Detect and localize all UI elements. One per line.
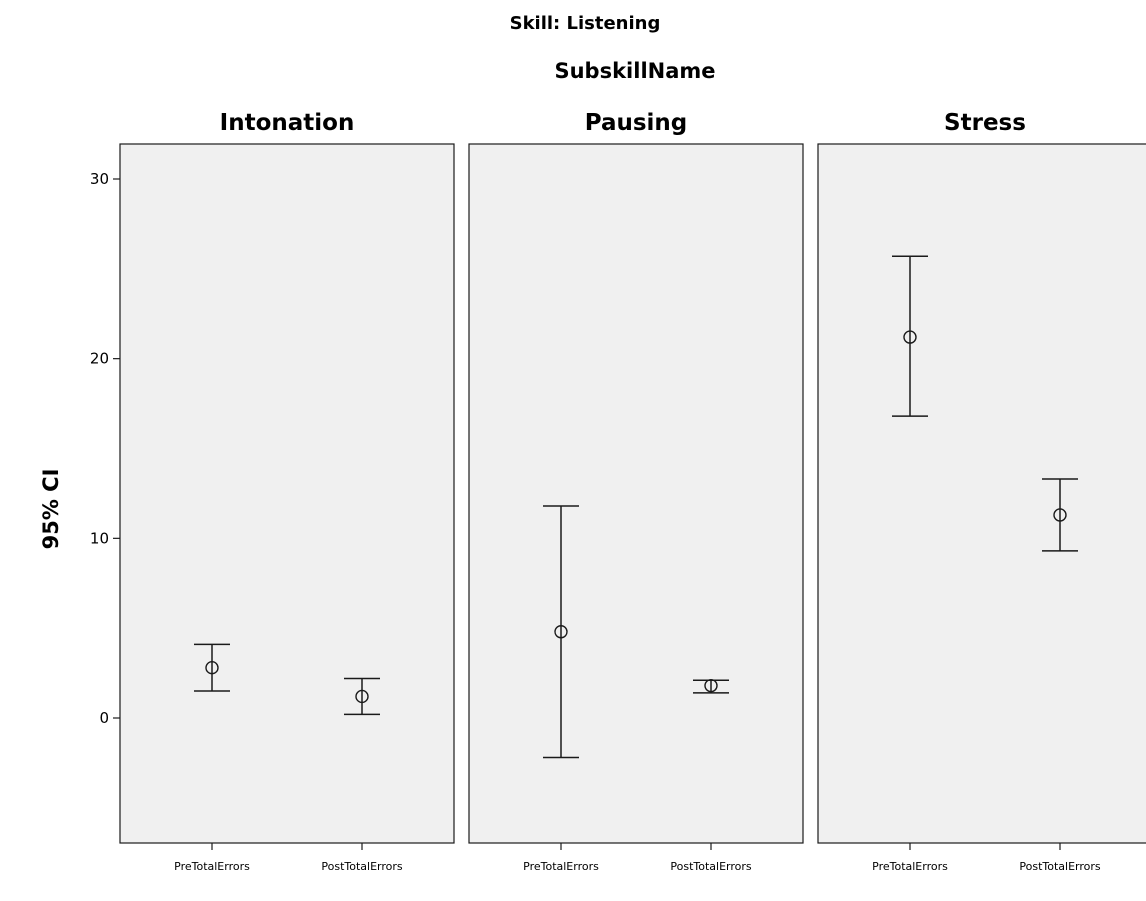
panel-title: Stress xyxy=(944,110,1026,136)
mean-marker xyxy=(355,689,369,704)
panel-pausing: Pausing PreTotalErrors PostTotalErrors xyxy=(468,110,804,873)
chart-subtitle: SubskillName xyxy=(554,59,715,83)
panel-frame xyxy=(817,143,1146,844)
y-tick-label: 30 xyxy=(90,170,109,188)
panel-title: Pausing xyxy=(585,110,688,136)
panel-frame xyxy=(119,143,455,844)
panel-frame xyxy=(468,143,804,844)
y-tick-label: 0 xyxy=(99,709,109,727)
x-tick-label: PostTotalErrors xyxy=(1019,860,1101,873)
mean-marker xyxy=(1053,508,1067,522)
mean-marker xyxy=(903,330,917,344)
y-axis: 0 10 20 30 xyxy=(90,170,120,727)
mean-marker xyxy=(554,625,568,639)
mean-marker xyxy=(704,678,718,693)
x-tick-label: PreTotalErrors xyxy=(523,860,599,873)
panel-title: Intonation xyxy=(220,110,355,136)
mean-marker xyxy=(205,660,219,675)
x-tick-label: PreTotalErrors xyxy=(872,860,948,873)
y-axis-label: 95% CI xyxy=(39,469,63,550)
chart-title: Skill: Listening xyxy=(510,13,661,34)
x-tick-label: PostTotalErrors xyxy=(321,860,403,873)
x-tick-label: PostTotalErrors xyxy=(670,860,752,873)
y-tick-label: 10 xyxy=(90,529,109,547)
x-tick-label: PreTotalErrors xyxy=(174,860,250,873)
panel-stress: Stress PreTotalErrors PostTotalErrors xyxy=(817,110,1146,873)
panel-intonation: Intonation PreTotalErrors PostTotalErrors xyxy=(119,110,455,873)
y-tick-label: 20 xyxy=(90,350,109,368)
